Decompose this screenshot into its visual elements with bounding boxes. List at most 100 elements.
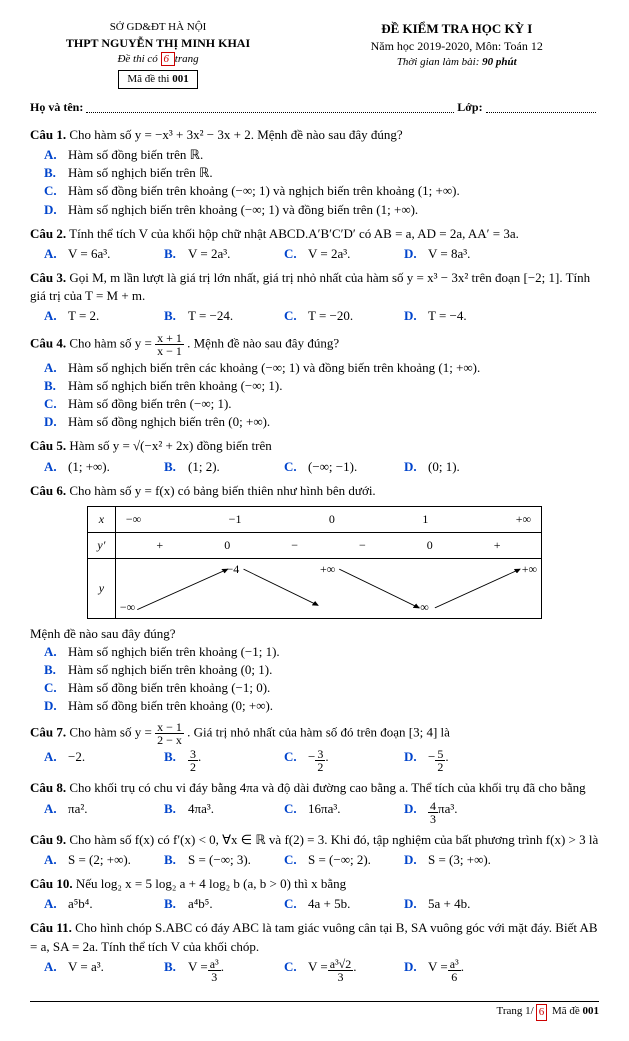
q5-B-text: (1; 2). (188, 458, 220, 476)
q6-A-text: Hàm số nghịch biến trên khoảng (−1; 1). (68, 643, 280, 661)
y-bot-right: −∞ (414, 599, 429, 616)
question-7: Câu 7. Cho hàm số y = x − 1 2 − x . Giá … (30, 721, 599, 746)
q8-C-text: 16πa³. (308, 800, 340, 825)
q2-A: A.V = 6a³. (44, 245, 144, 263)
class-dots (486, 96, 596, 113)
q5-options: A.(1; +∞). B.(1; 2). C.(−∞; −1). D.(0; 1… (44, 458, 599, 476)
q6-label: Câu 6. (30, 483, 66, 498)
q3-D-text: T = −4. (428, 307, 467, 325)
q11-C-pre: V = (308, 958, 328, 983)
name-label: Họ và tên: (30, 99, 83, 116)
q9-options: A.S = (2; +∞). B.S = (−∞; 3). C.S = (−∞;… (44, 851, 599, 869)
q4-B-text: Hàm số nghịch biến trên khoảng (−∞; 1). (68, 377, 282, 395)
footer-code: 001 (583, 1004, 600, 1021)
q7-B-den: 2 (188, 761, 198, 773)
opt-B: B. (44, 661, 60, 679)
q4-post: . Mệnh đề nào sau đây đúng? (187, 335, 339, 350)
q10-label: Câu 10. (30, 876, 73, 891)
q2-B: B.V = 2a³. (164, 245, 264, 263)
q9-B: B.S = (−∞; 3). (164, 851, 264, 869)
opt-D: D. (404, 958, 420, 983)
q5-text: Hàm số y = √(−x² + 2x) đồng biến trên (69, 438, 271, 453)
q9-C: C.S = (−∞; 2). (284, 851, 384, 869)
q11-B: B. V = a³3. (164, 958, 264, 983)
q9-D-text: S = (3; +∞). (428, 851, 491, 869)
q3-A-text: T = 2. (68, 307, 99, 325)
question-1: Câu 1. Cho hàm số y = −x³ + 3x² − 3x + 2… (30, 126, 599, 144)
q7-D-den: 2 (435, 761, 445, 773)
q7-B: B. 32. (164, 748, 264, 773)
q5-D: D.(0; 1). (404, 458, 504, 476)
q10-C-text: 4a + 5b. (308, 895, 350, 913)
pages-post: trang (175, 53, 199, 65)
q9-C-text: S = (−∞; 2). (308, 851, 371, 869)
q8-options: A.πa². B.4πa³. C.16πa³. D. 43πa³. (44, 800, 599, 825)
q8-D-frac: 43 (428, 800, 438, 825)
q7-pre: Cho hàm số y = (69, 725, 155, 740)
x-v4: +∞ (516, 511, 531, 528)
opt-D: D. (404, 895, 420, 913)
q3-C-text: T = −20. (308, 307, 353, 325)
exam-title: ĐỀ KIỂM TRA HỌC KỲ I (315, 20, 600, 38)
q1-A: A. Hàm số đồng biến trên ℝ. (44, 146, 579, 164)
q4-C: C.Hàm số đồng biến trên (−∞; 1). (44, 395, 579, 413)
q8-B-text: 4πa³. (188, 800, 214, 825)
pages-count: 6 (164, 53, 170, 65)
opt-D: D. (404, 458, 420, 476)
q11-B-post: . (221, 958, 224, 983)
opt-B: B. (164, 245, 180, 263)
opt-A: A. (44, 146, 60, 164)
opt-D: D. (404, 748, 420, 773)
q3-label: Câu 3. (30, 270, 66, 285)
y-row: y −4 +∞ −∞ +∞ −∞ (87, 558, 541, 618)
opt-A: A. (44, 359, 60, 377)
q1-B: B.Hàm số nghịch biến trên ℝ. (44, 164, 579, 182)
yprime-label: y′ (87, 532, 115, 558)
q2-A-text: V = 6a³. (68, 245, 110, 263)
opt-A: A. (44, 307, 60, 325)
q7-B-frac: 32 (188, 748, 198, 773)
q6-C: C.Hàm số đồng biến trên khoảng (−1; 0). (44, 679, 310, 697)
q10-C: C.4a + 5b. (284, 895, 384, 913)
question-3: Câu 3. Gọi M, m lần lượt là giá trị lớn … (30, 269, 599, 305)
q6-post: Mệnh đề nào sau đây đúng? (30, 625, 599, 643)
q7-D-pre: − (428, 748, 435, 773)
opt-B: B. (44, 377, 60, 395)
q3-text: Gọi M, m lần lượt là giá trị lớn nhất, g… (30, 270, 590, 303)
q4-D: D.Hàm số đồng nghịch biến trên (0; +∞). (44, 413, 579, 431)
x-values: −∞ −1 0 1 +∞ (115, 506, 541, 532)
q6-D-text: Hàm số đồng biến trên khoảng (0; +∞). (68, 697, 273, 715)
q6-options: A. Hàm số nghịch biến trên khoảng (−1; 1)… (44, 643, 599, 716)
q10-D: D. 5a + 4b. (404, 895, 504, 913)
opt-A: A. (44, 643, 60, 661)
code-value: 001 (172, 73, 189, 85)
q1-D: D.Hàm số nghịch biến trên khoảng (−∞; 1)… (44, 201, 579, 219)
q9-A: A.S = (2; +∞). (44, 851, 144, 869)
q3-C: C.T = −20. (284, 307, 384, 325)
q7-post: . Giá trị nhỏ nhất của hàm số đó trên đo… (187, 725, 450, 740)
q11-B-den: 3 (208, 971, 221, 983)
q1-text: Cho hàm số y = −x³ + 3x² − 3x + 2. Mệnh … (69, 127, 402, 142)
q8-D-post: πa³. (438, 800, 457, 825)
q7-C-pre: − (308, 748, 315, 773)
q10-D-text: 5a + 4b. (428, 895, 470, 913)
opt-C: C. (44, 679, 60, 697)
q8-D: D. 43πa³. (404, 800, 504, 825)
q5-A-text: (1; +∞). (68, 458, 110, 476)
q8-text: Cho khối trụ có chu vi đáy bằng 4πa và đ… (69, 780, 585, 795)
y-top-right: +∞ (522, 561, 537, 578)
q11-text: Cho hình chóp S.ABC có đáy ABC là tam gi… (30, 920, 598, 953)
page-footer: Trang 1/ 6 Mã đề 001 (30, 1001, 599, 1021)
q3-A: A. T = 2. (44, 307, 144, 325)
code-prefix: Mã đề thi (127, 73, 169, 85)
question-8: Câu 8. Cho khối trụ có chu vi đáy bằng 4… (30, 779, 599, 797)
q1-A-text: Hàm số đồng biến trên ℝ. (68, 146, 203, 164)
q7-D-frac: 52 (435, 748, 445, 773)
yprime-row: y′ + 0 − − 0 + (87, 532, 541, 558)
q4-frac-den: x − 1 (155, 345, 184, 357)
q11-C-frac: a³√23 (328, 958, 354, 983)
opt-D: D. (404, 800, 420, 825)
q3-options: A.T = 2. B.T = −24. C.T = −20. D.T = −4. (44, 307, 599, 325)
header-right: ĐỀ KIỂM TRA HỌC KỲ I Năm học 2019-2020, … (315, 20, 600, 89)
q7-B-post: . (198, 748, 201, 773)
